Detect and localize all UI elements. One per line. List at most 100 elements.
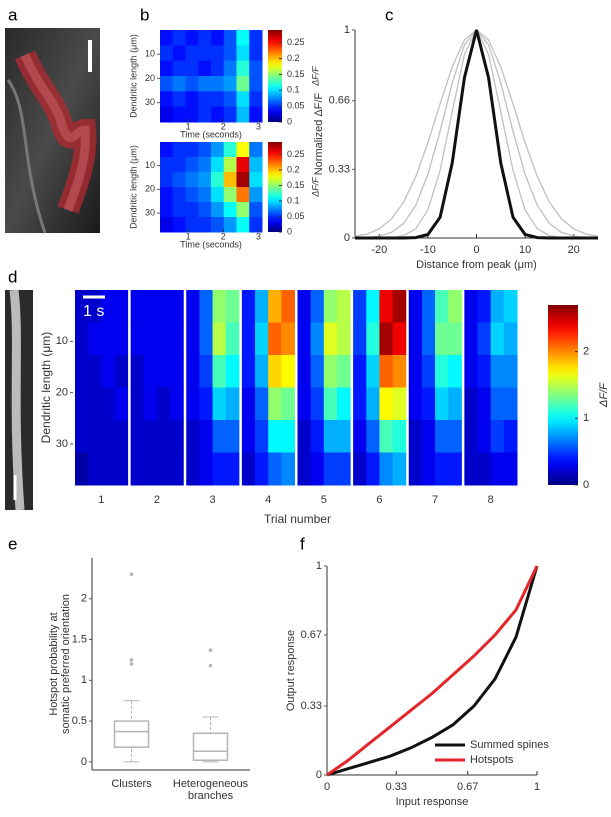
- x-tick-label: branches: [188, 790, 234, 802]
- heatmap-cell: [366, 452, 380, 486]
- heatmap-cell: [366, 290, 380, 323]
- heatmap-cell: [281, 387, 295, 421]
- heatmap-cell: [211, 30, 225, 46]
- heatmap-cell: [185, 172, 199, 188]
- heatmap-cell: [490, 355, 505, 388]
- y-tick-label: 1: [344, 24, 350, 36]
- heatmap-cell: [241, 387, 256, 421]
- heatmap-cell: [101, 452, 115, 486]
- y-axis-label: Dendritic length (μm): [39, 332, 53, 444]
- heatmap-cell: [185, 202, 199, 218]
- heatmap-cell: [143, 452, 158, 486]
- colorbar-tick-label: 0.2: [287, 53, 300, 63]
- outlier: [208, 663, 213, 668]
- heatmap-cell: [160, 202, 174, 218]
- heatmap-cell: [199, 355, 214, 388]
- colorbar-tick-label: 0.2: [287, 164, 300, 174]
- heatmap-cell: [323, 322, 338, 356]
- heatmap-cell: [185, 187, 199, 203]
- heatmap-cell: [421, 387, 436, 421]
- scale-bar-label: 1 s: [83, 303, 104, 320]
- heatmap-cell: [88, 355, 102, 388]
- heatmap-cell: [268, 322, 282, 356]
- x-tick-label: Heterogeneous: [173, 778, 249, 790]
- y-tick-label: 0: [316, 769, 322, 781]
- heatmap-cell: [297, 355, 312, 388]
- heatmap-cell: [503, 452, 518, 486]
- y-axis-label: Normalized ΔF/F: [313, 92, 325, 175]
- heatmap-cell: [172, 172, 186, 188]
- y-tick-label: 0.66: [329, 95, 350, 107]
- heatmap-cell: [281, 355, 295, 388]
- colorbar-tick-label: 0.05: [287, 101, 305, 111]
- y-tick-label: 20: [145, 184, 155, 194]
- heatmap-cell: [172, 142, 186, 158]
- heatmap-cell: [130, 420, 145, 453]
- heatmap-cell: [223, 187, 237, 203]
- heatmap-cell: [464, 452, 479, 486]
- heatmap-cell: [255, 420, 269, 453]
- heatmap-cell: [160, 172, 174, 188]
- heatmap-cell: [435, 322, 449, 356]
- heatmap-cell: [101, 322, 115, 356]
- heatmap-cell: [281, 290, 295, 323]
- heatmap-cell: [477, 387, 492, 421]
- heatmap-cell: [379, 420, 394, 453]
- heatmap-cell: [336, 452, 351, 486]
- heatmap-cell: [156, 387, 171, 421]
- heatmap-cell: [211, 76, 225, 92]
- y-tick-label: 20: [56, 387, 68, 399]
- heatmap-cell: [249, 60, 263, 77]
- x-tick-label: 1: [98, 494, 104, 506]
- heatmap-cell: [249, 45, 263, 62]
- panel-letter: b: [140, 5, 149, 24]
- heatmap-cell: [160, 187, 174, 203]
- heatmap-cell: [353, 452, 367, 486]
- heatmap-cell: [503, 355, 518, 388]
- heatmap-cell: [249, 142, 263, 158]
- heatmap-cell: [241, 452, 256, 486]
- heatmap-cell: [281, 420, 295, 453]
- heatmap-cell: [225, 355, 240, 388]
- heatmap-cell: [223, 217, 237, 233]
- x-tick-label: 8: [488, 494, 494, 506]
- heatmap-cell: [143, 290, 158, 323]
- colorbar-tick-label: 0.25: [287, 37, 305, 47]
- heatmap-cell: [503, 420, 518, 453]
- heatmap-cell: [336, 355, 351, 388]
- heatmap-cell: [408, 290, 423, 323]
- panel-letter: f: [300, 534, 305, 553]
- heatmap-cell: [448, 322, 462, 356]
- x-axis-label: Distance from peak (μm): [416, 259, 537, 271]
- heatmap-cell: [172, 202, 186, 218]
- heatmap-cell: [268, 387, 282, 421]
- heatmap-cell: [185, 217, 199, 233]
- heatmap-cell: [211, 142, 225, 158]
- x-tick-label: 2: [221, 121, 226, 131]
- heatmap-cell: [268, 290, 282, 323]
- x-axis-label: Time (seconds): [180, 239, 242, 249]
- heatmap-cell: [448, 290, 462, 323]
- heatmap-cell: [75, 322, 89, 356]
- heatmap-cell: [408, 322, 423, 356]
- colorbar: [268, 142, 282, 232]
- heatmap-cell: [211, 217, 225, 233]
- series-line: [355, 28, 598, 239]
- heatmap-cell: [160, 217, 174, 233]
- heatmap-cell: [464, 387, 479, 421]
- heatmap-cell: [198, 30, 212, 46]
- heatmap-cell: [199, 387, 214, 421]
- heatmap-cell: [223, 106, 237, 123]
- heatmap-cell: [211, 157, 225, 173]
- heatmap-cell: [186, 420, 200, 453]
- heatmap-cell: [88, 452, 102, 486]
- x-tick-label: 3: [210, 494, 216, 506]
- panel-letter: c: [385, 5, 394, 24]
- box: [113, 720, 150, 748]
- colorbar-tick-label: 0: [287, 226, 292, 236]
- heatmap-cell: [392, 290, 407, 323]
- heatmap-cell: [255, 322, 269, 356]
- y-tick-label: 0: [344, 232, 350, 244]
- heatmap-cell: [236, 187, 250, 203]
